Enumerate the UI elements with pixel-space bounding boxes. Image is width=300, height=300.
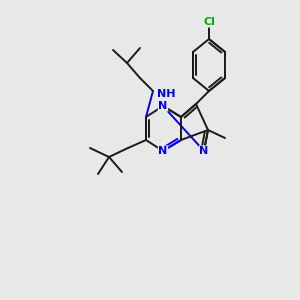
Text: N: N <box>200 146 208 156</box>
Text: Cl: Cl <box>203 17 215 27</box>
Text: NH: NH <box>157 89 176 99</box>
Text: N: N <box>158 101 168 111</box>
Text: N: N <box>158 146 168 156</box>
